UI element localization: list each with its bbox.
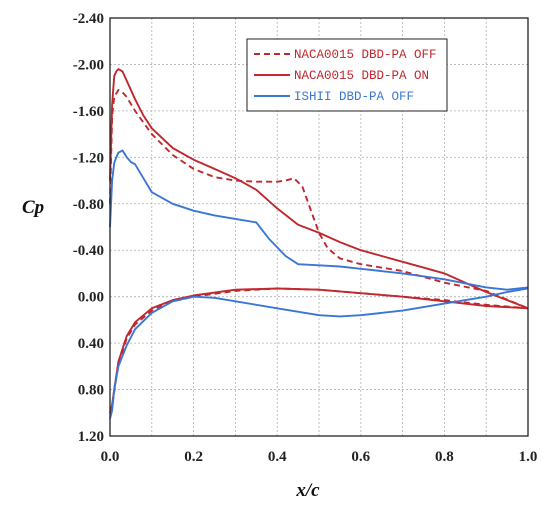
y-tick-label: 1.20 bbox=[78, 429, 104, 445]
x-axis-label: x/c bbox=[295, 480, 320, 501]
series-layer bbox=[109, 68, 529, 419]
x-tick-label: 1.0 bbox=[519, 449, 538, 465]
legend-label-1: NACA0015 DBD-PA OFF bbox=[294, 48, 437, 62]
x-tick-label: 0.0 bbox=[101, 449, 120, 465]
y-tick-label: 0.40 bbox=[78, 336, 104, 352]
y-tick-label: -1.20 bbox=[73, 150, 104, 166]
x-tick-label: 0.8 bbox=[435, 449, 454, 465]
series-line-1-upper bbox=[109, 89, 529, 310]
y-axis-label: Cp bbox=[22, 197, 44, 218]
y-tick-label: -0.80 bbox=[73, 197, 104, 213]
x-tick-label: 0.6 bbox=[351, 449, 370, 465]
x-tick-label: 0.4 bbox=[268, 449, 287, 465]
y-tick-label: -2.00 bbox=[73, 57, 104, 73]
x-tick-labels: 0.0 0.2 0.4 0.6 0.8 1.0 bbox=[101, 449, 538, 465]
y-tick-label: 0.00 bbox=[78, 290, 104, 306]
y-tick-label: -0.40 bbox=[73, 243, 104, 259]
series-line-2-upper bbox=[109, 68, 529, 310]
x-tick-label: 0.2 bbox=[184, 449, 203, 465]
series-line-3-upper bbox=[109, 149, 529, 291]
legend-label-2: NACA0015 DBD-PA ON bbox=[294, 69, 429, 83]
y-tick-label: -1.60 bbox=[73, 104, 104, 120]
legend-label-3: ISHII DBD-PA OFF bbox=[294, 90, 414, 104]
y-tick-labels: -2.40 -2.00 -1.60 -1.20 -0.80 -0.40 0.00 0.40 0.… bbox=[73, 11, 104, 445]
legend: NACA0015 DBD-PA OFF NACA0015 DBD-PA ON ISH… bbox=[246, 38, 448, 112]
series-line-3-lower bbox=[109, 287, 529, 419]
plot-frame bbox=[109, 17, 529, 437]
y-tick-label: 0.80 bbox=[78, 383, 104, 399]
y-tick-label: -2.40 bbox=[73, 11, 104, 27]
